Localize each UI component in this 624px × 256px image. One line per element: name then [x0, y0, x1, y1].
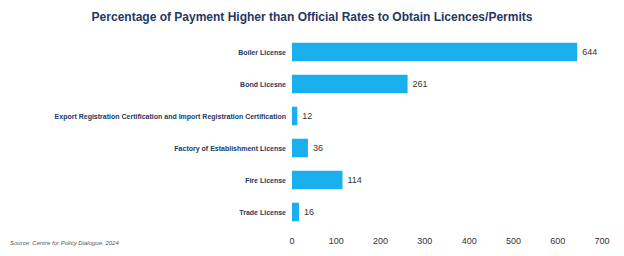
- svg-text:400: 400: [462, 236, 477, 246]
- svg-text:114: 114: [347, 175, 361, 185]
- svg-text:500: 500: [506, 236, 521, 246]
- svg-text:644: 644: [582, 47, 597, 57]
- svg-text:Factory of Establishment Licen: Factory of Establishment License: [174, 145, 286, 153]
- svg-text:600: 600: [550, 236, 565, 246]
- svg-text:700: 700: [594, 236, 609, 246]
- svg-text:261: 261: [413, 79, 428, 89]
- svg-text:300: 300: [417, 236, 432, 246]
- svg-text:100: 100: [329, 236, 344, 246]
- svg-text:36: 36: [313, 143, 323, 153]
- svg-text:12: 12: [302, 111, 312, 121]
- svg-text:200: 200: [373, 236, 388, 246]
- svg-text:Bond Licesne: Bond Licesne: [240, 81, 286, 88]
- svg-text:0: 0: [289, 236, 294, 246]
- svg-text:Source: Centre for Policy Dial: Source: Centre for Policy Dialogue, 2024: [10, 240, 119, 246]
- svg-text:16: 16: [304, 207, 314, 217]
- svg-text:Export Registration Certificat: Export Registration Certification and Im…: [55, 113, 286, 121]
- svg-text:Percentage of Payment Higher t: Percentage of Payment Higher than Offici…: [92, 10, 533, 24]
- svg-text:Trade License: Trade License: [239, 209, 286, 216]
- svg-text:Boiler License: Boiler License: [238, 49, 286, 56]
- svg-text:Fire License: Fire License: [245, 177, 286, 184]
